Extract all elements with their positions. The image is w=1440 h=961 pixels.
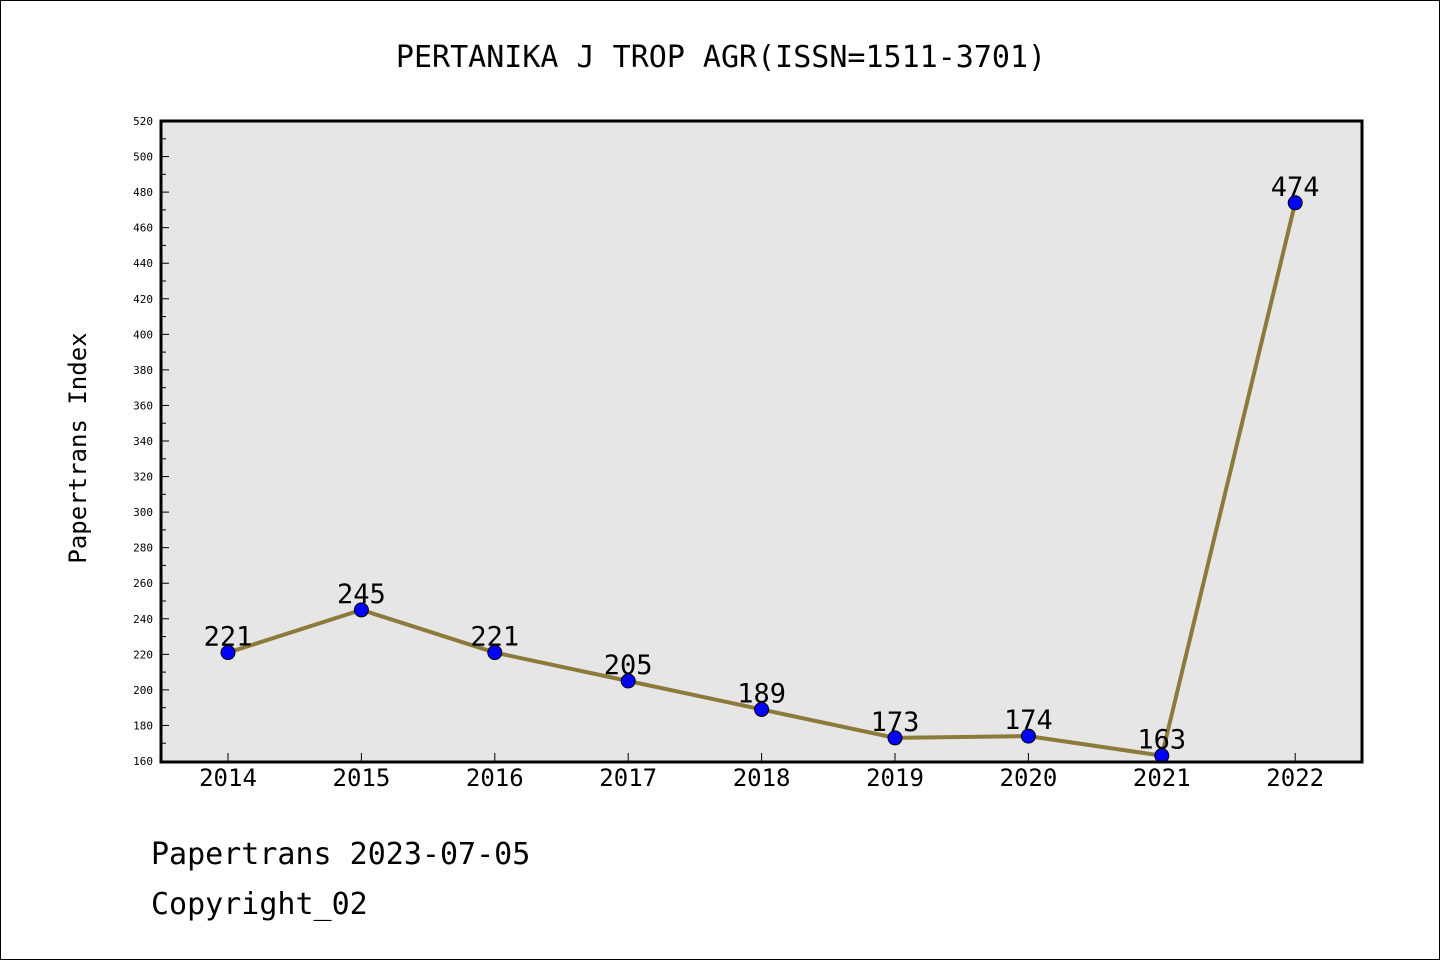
data-point <box>754 701 770 717</box>
y-tick-label: 420 <box>133 293 153 306</box>
data-point <box>620 673 636 689</box>
chart-title: PERTANIKA J TROP AGR(ISSN=1511-3701) <box>396 40 1046 75</box>
y-tick-label: 480 <box>133 186 153 199</box>
data-point <box>887 730 903 746</box>
y-tick-label: 380 <box>133 364 153 377</box>
x-tick-label: 2018 <box>733 764 791 792</box>
plot-border <box>159 119 1364 764</box>
y-axis-label: Papertrans Index <box>64 332 92 563</box>
data-point <box>220 645 236 661</box>
copyright-footer: Copyright_02 <box>151 887 368 922</box>
plot-area <box>161 121 1362 762</box>
y-tick-label: 320 <box>133 471 153 484</box>
x-axis: 2014 2015 2016 2017 2018 2019 2020 2021 2022 <box>199 753 1324 792</box>
x-tick-label: 2014 <box>199 764 257 792</box>
data-point <box>1020 728 1036 744</box>
x-tick-label: 2020 <box>1000 764 1058 792</box>
y-tick-label: 500 <box>133 151 153 164</box>
x-tick-label: 2022 <box>1266 764 1324 792</box>
y-tick-label: 220 <box>133 648 153 661</box>
data-point <box>353 602 369 618</box>
y-tick-label: 240 <box>133 613 153 626</box>
x-tick-label: 2017 <box>599 764 657 792</box>
data-labels: 221 245 221 205 189 173 174 163 474 <box>204 172 1320 756</box>
y-tick-label: 460 <box>133 222 153 235</box>
y-tick-label: 260 <box>133 577 153 590</box>
data-label: 173 <box>871 707 920 738</box>
x-tick-label: 2021 <box>1133 764 1191 792</box>
y-tick-label: 300 <box>133 506 153 519</box>
x-tick-label: 2016 <box>466 764 524 792</box>
y-tick-label: 340 <box>133 435 153 448</box>
y-tick-label: 440 <box>133 257 153 270</box>
x-tick-label: 2019 <box>866 764 924 792</box>
y-tick-label: 280 <box>133 542 153 555</box>
y-tick-label: 180 <box>133 719 153 732</box>
y-axis: 160 180 200 220 240 260 280 300 320 340 360 380 400 4… <box>133 115 169 768</box>
data-label: 221 <box>470 622 519 653</box>
data-point <box>487 645 503 661</box>
data-label: 189 <box>737 678 786 709</box>
data-label: 474 <box>1271 172 1320 203</box>
data-label: 205 <box>604 650 653 681</box>
y-tick-label: 160 <box>133 755 153 768</box>
data-label: 163 <box>1137 725 1186 756</box>
y-tick-label: 200 <box>133 684 153 697</box>
source-footer: Papertrans 2023-07-05 <box>151 837 531 872</box>
data-label: 174 <box>1004 705 1053 736</box>
x-tick-label: 2015 <box>333 764 391 792</box>
y-tick-label: 520 <box>133 115 153 128</box>
y-tick-label: 400 <box>133 328 153 341</box>
data-label: 245 <box>337 579 386 610</box>
data-point <box>1287 195 1303 211</box>
data-label: 221 <box>204 622 253 653</box>
y-tick-label: 360 <box>133 399 153 412</box>
